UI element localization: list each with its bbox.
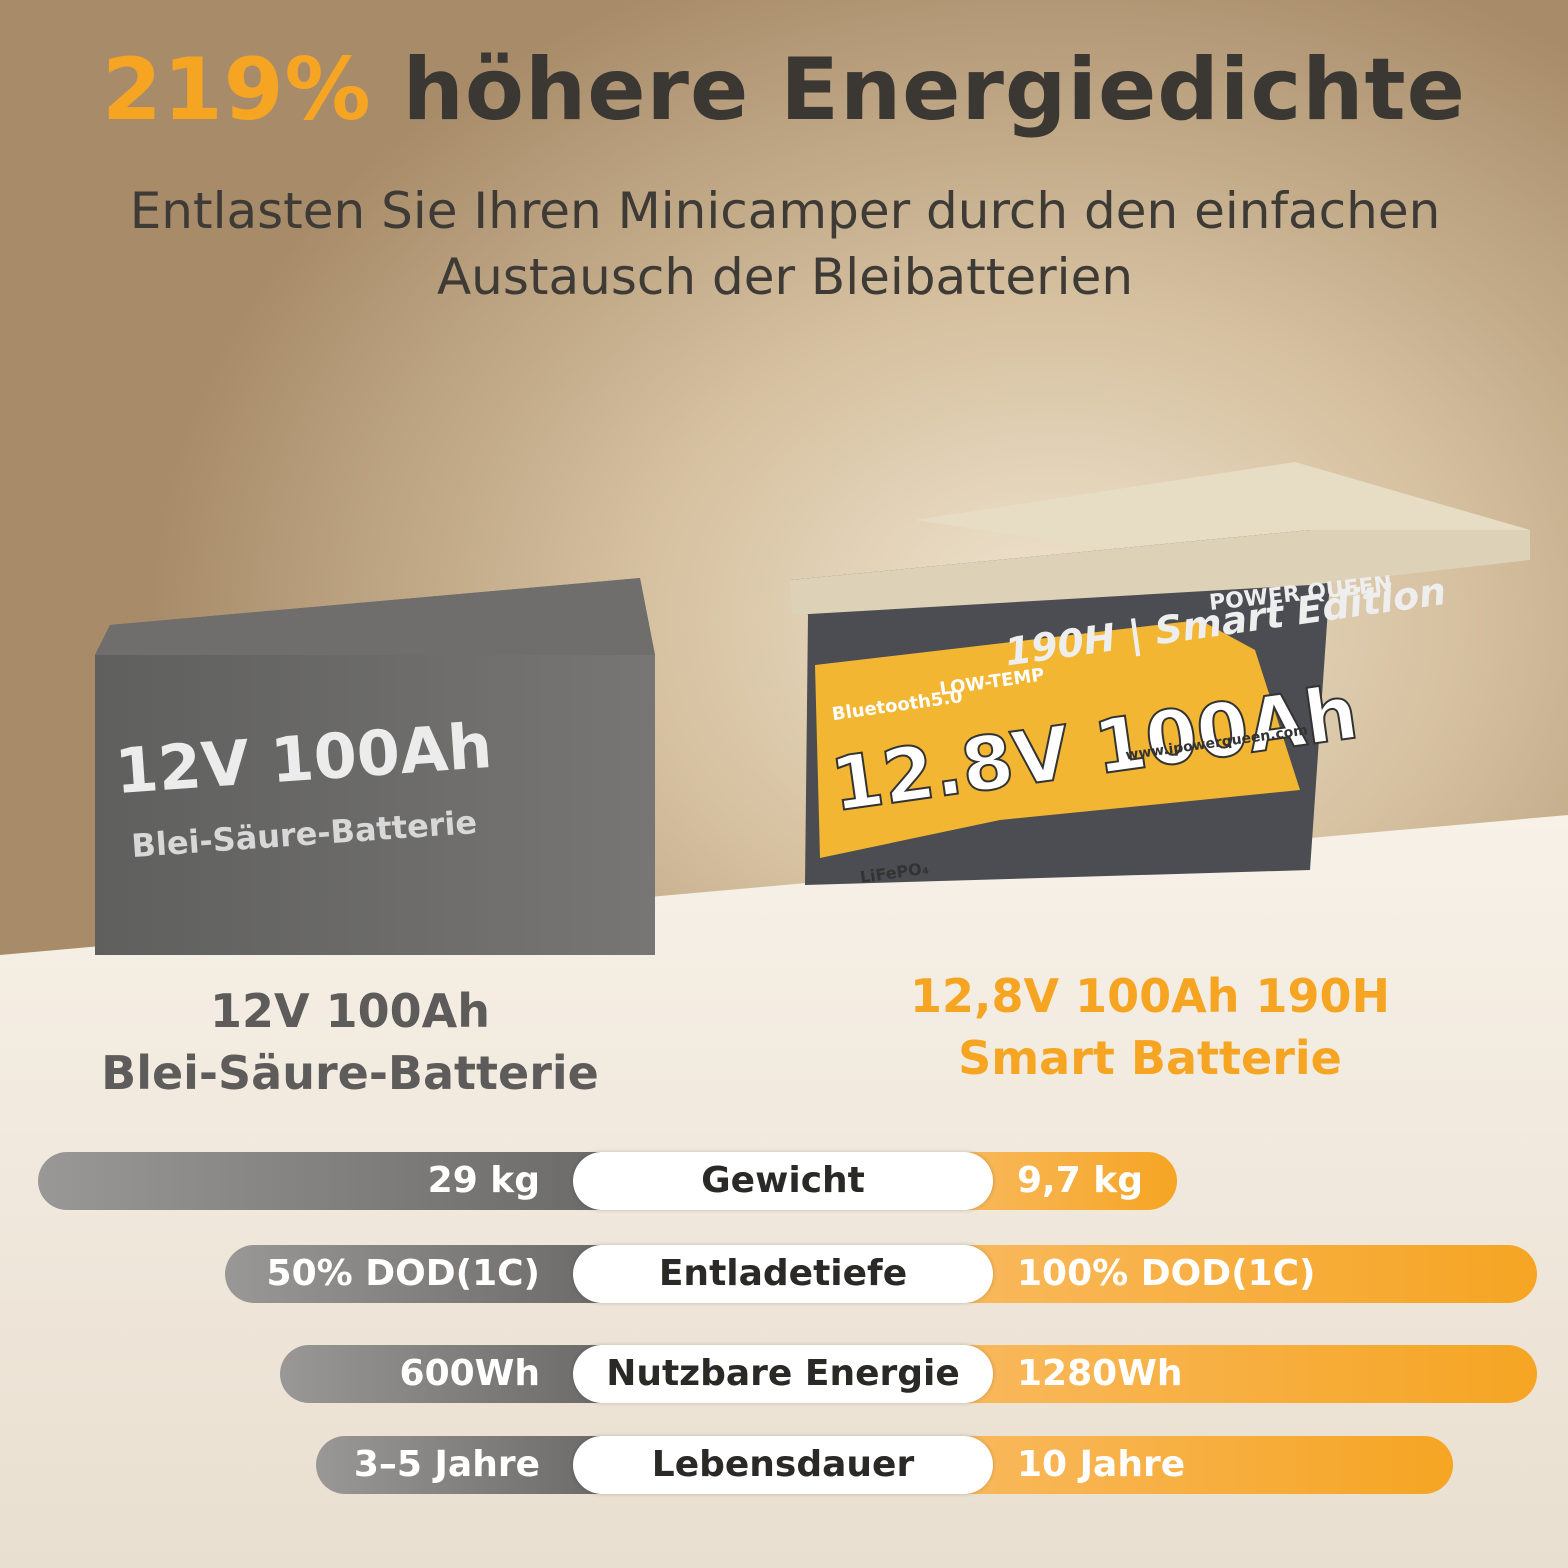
headline: 219% höhere Energiedichte: [0, 40, 1568, 140]
lead-value: 29 kg: [38, 1152, 600, 1210]
lifepo-top: [790, 530, 1530, 615]
lead-value: 600Wh: [280, 1345, 600, 1403]
left-heading-2: Blei-Säure-Batterie: [101, 1046, 599, 1100]
left-heading: 12V 100Ah Blei-Säure-Batterie: [80, 980, 620, 1104]
comparison-row: 29 kg 9,7 kg Gewicht: [0, 1152, 1568, 1210]
headline-text: höhere Energiedichte: [402, 40, 1466, 140]
lead-value: 50% DOD(1C): [225, 1245, 600, 1303]
lead-battery-top: [95, 578, 655, 655]
comparison-row: 600Wh 1280Wh Nutzbare Energie: [0, 1345, 1568, 1403]
lifepo-value: 100% DOD(1C): [965, 1245, 1537, 1303]
comparison-row: 3–5 Jahre 10 Jahre Lebensdauer: [0, 1436, 1568, 1494]
subtitle: Entlasten Sie Ihren Minicamper durch den…: [129, 182, 1441, 306]
metric-label: Entladetiefe: [573, 1245, 993, 1303]
right-heading-2: Smart Batterie: [958, 1031, 1342, 1085]
left-heading-1: 12V 100Ah: [210, 984, 490, 1038]
lifepo-value: 10 Jahre: [965, 1436, 1453, 1494]
headline-highlight: 219%: [102, 40, 372, 140]
lifepo-value: 1280Wh: [965, 1345, 1537, 1403]
comparison-row: 50% DOD(1C) 100% DOD(1C) Entladetiefe: [0, 1245, 1568, 1303]
lifepo-sticker: [815, 620, 1300, 858]
lead-battery: [95, 578, 655, 955]
lifepo-value: 9,7 kg: [965, 1152, 1177, 1210]
lead-value: 3–5 Jahre: [316, 1436, 600, 1494]
right-heading: 12,8V 100Ah 190H Smart Batterie: [880, 965, 1420, 1089]
metric-label: Nutzbare Energie: [573, 1345, 993, 1403]
metric-label: Lebensdauer: [573, 1436, 993, 1494]
right-heading-1: 12,8V 100Ah 190H: [909, 969, 1390, 1023]
metric-label: Gewicht: [573, 1152, 993, 1210]
